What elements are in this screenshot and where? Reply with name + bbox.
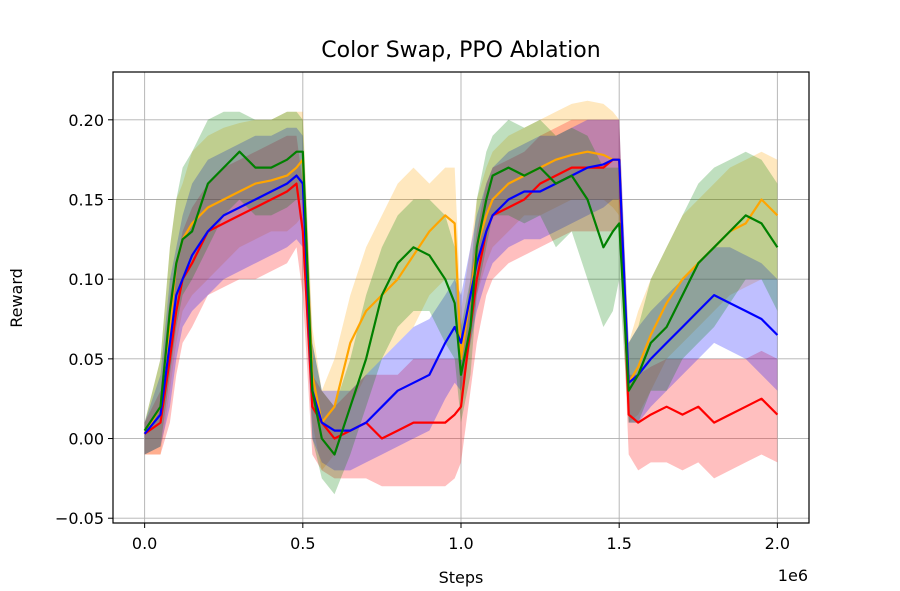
series-3-band (144, 111, 778, 495)
series-0-line (143, 150, 779, 435)
series-1-line (143, 158, 779, 440)
x-tick-label: 0.5 (290, 534, 315, 553)
y-tick-label: 0.20 (68, 111, 104, 130)
y-tick-label: 0.05 (68, 350, 104, 369)
x-axis-label: Steps (439, 568, 484, 587)
x-tick-label: 0.0 (132, 534, 157, 553)
y-tick-label: −0.05 (55, 509, 104, 528)
y-axis-label: Reward (7, 268, 26, 328)
x-tick-label: 1.0 (448, 534, 473, 553)
series-3-line (143, 150, 779, 456)
y-tick-label: 0.00 (68, 430, 104, 449)
x-tick-label: 1.5 (606, 534, 631, 553)
y-tick-label: 0.10 (68, 270, 104, 289)
y-tick-label: 0.15 (68, 190, 104, 209)
ticks-layer: 0.0 0.5 1.0 1.5 2.0 −0.05 0.00 0.05 0.10 0.15 0.20 (55, 111, 790, 553)
grid-layer (113, 72, 809, 523)
series-1-band (144, 119, 778, 487)
x-tick-label: 2.0 (765, 534, 790, 553)
lines-layer (143, 150, 779, 456)
x-axis-offset-label: 1e6 (778, 566, 808, 585)
chart-title: Color Swap, PPO Ablation (321, 38, 600, 63)
